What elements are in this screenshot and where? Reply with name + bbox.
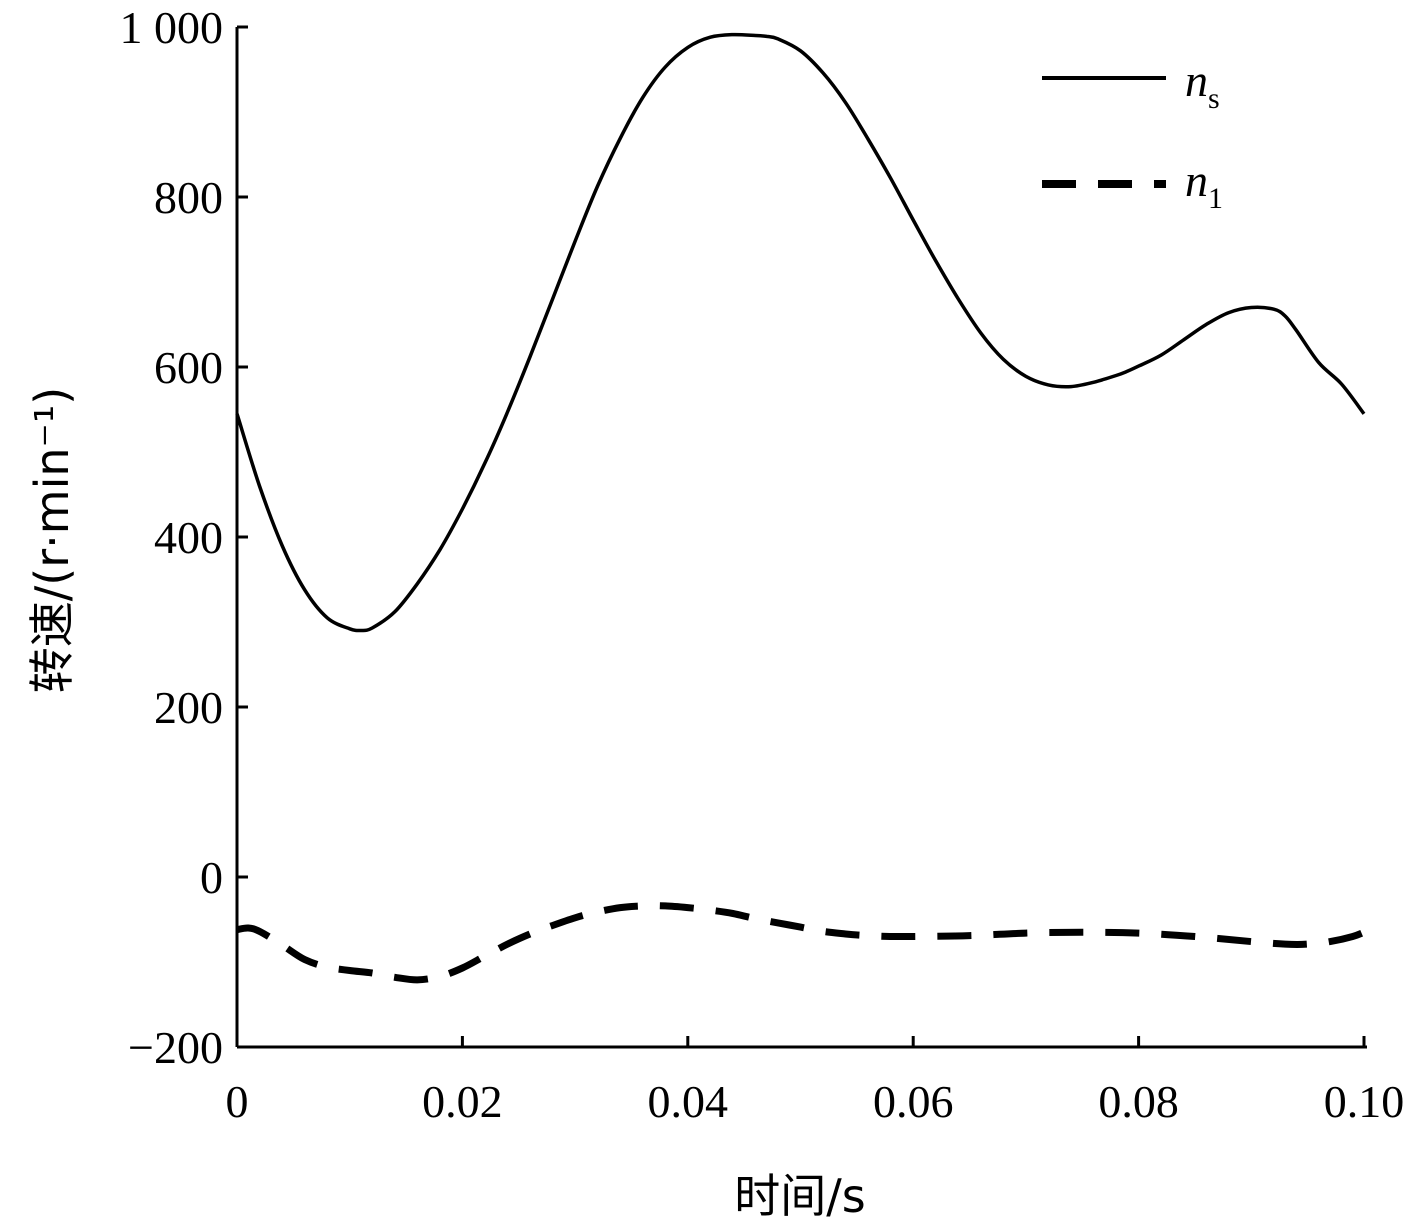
y-ticks: −200 0 200 400 600 800 1 000: [120, 2, 248, 1073]
x-axis-title: 时间/s: [734, 1169, 865, 1223]
legend-label-ns: ns: [1185, 55, 1220, 115]
y-tick-label: −200: [128, 1022, 223, 1073]
y-axis-title: 转速/(r·min⁻¹): [25, 387, 79, 693]
y-tick-label: 200: [154, 682, 223, 733]
y-tick-label: 800: [154, 172, 223, 223]
x-tick-label: 0.08: [1098, 1076, 1179, 1127]
y-tick-label: 400: [154, 512, 223, 563]
x-tick-label: 0.10: [1324, 1076, 1405, 1127]
x-tick-label: 0.04: [648, 1076, 729, 1127]
x-tick-label: 0.02: [422, 1076, 503, 1127]
legend: ns n1: [1042, 55, 1223, 215]
series-line-ns: [235, 32, 1366, 633]
y-tick-label: 0: [200, 852, 223, 903]
legend-label-ns-base: n: [1185, 55, 1208, 106]
x-tick-label: 0: [226, 1076, 249, 1127]
series-line-n1: [236, 902, 1366, 984]
plot-area: [235, 32, 1366, 984]
legend-label-n1-base: n: [1185, 155, 1208, 206]
y-tick-label: 600: [154, 342, 223, 393]
legend-label-n1-sub: 1: [1208, 182, 1223, 215]
legend-label-n1: n1: [1185, 155, 1223, 215]
legend-label-ns-sub: s: [1208, 82, 1220, 115]
x-axis: 0 0.02 0.04 0.06 0.08 0.10: [226, 1036, 1405, 1127]
x-ticks: 0 0.02 0.04 0.06 0.08 0.10: [226, 1036, 1405, 1127]
y-axis: −200 0 200 400 600 800 1 000: [120, 2, 248, 1073]
y-tick-label: 1 000: [120, 2, 224, 53]
x-tick-label: 0.06: [873, 1076, 954, 1127]
